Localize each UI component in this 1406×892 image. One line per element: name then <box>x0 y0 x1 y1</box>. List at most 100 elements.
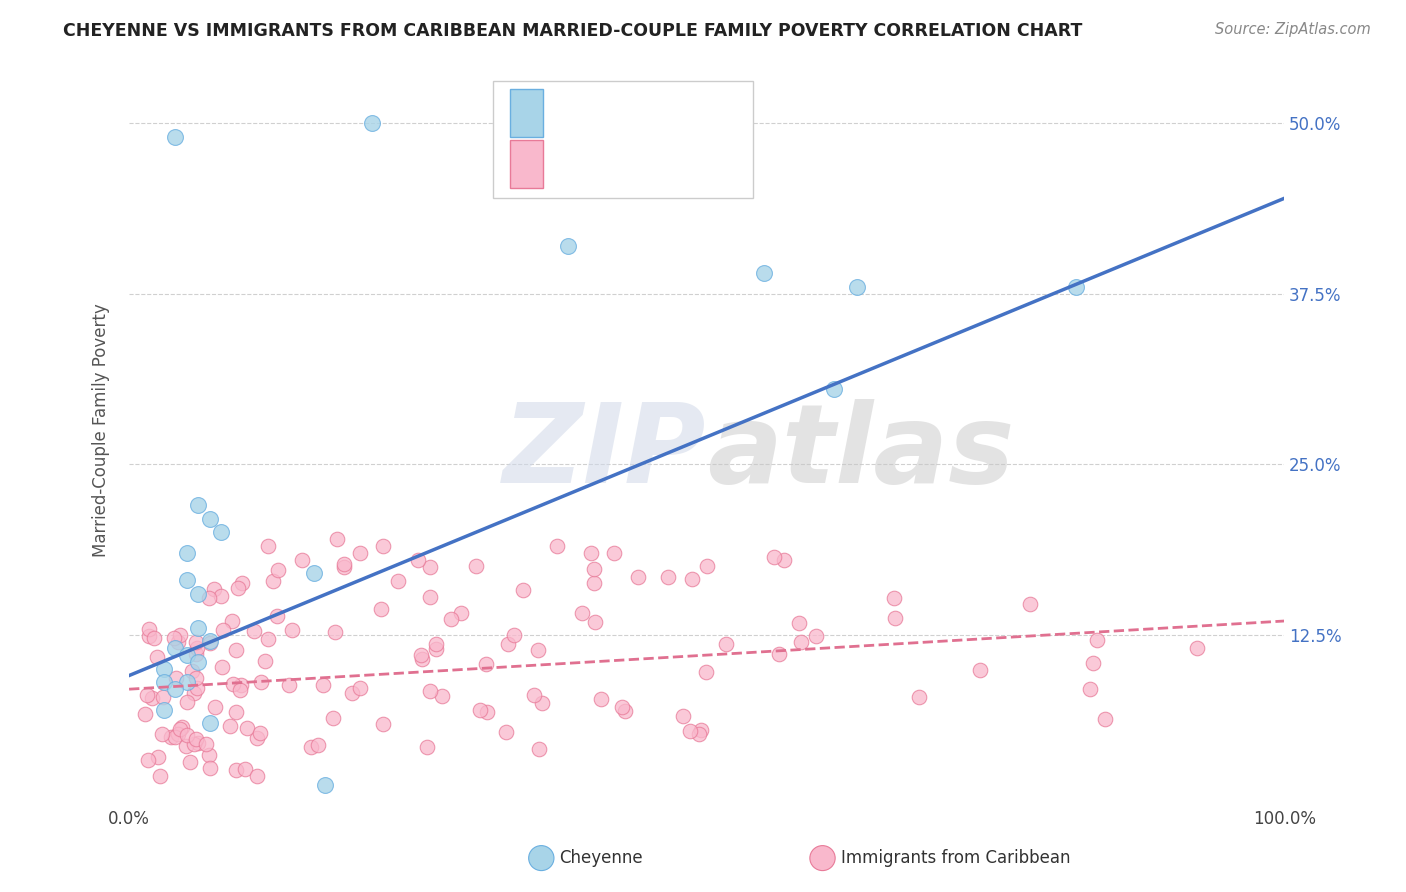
Point <box>546 539 568 553</box>
Point <box>187 736 209 750</box>
Point <box>603 546 626 560</box>
Point <box>169 722 191 736</box>
Point <box>579 546 602 560</box>
Point <box>256 539 278 553</box>
Point <box>527 742 550 756</box>
Point <box>253 654 276 668</box>
Point <box>198 761 221 775</box>
Point <box>307 738 329 752</box>
Point <box>583 615 606 629</box>
Point <box>176 728 198 742</box>
Point <box>464 559 486 574</box>
Point <box>763 549 786 564</box>
Point <box>527 643 550 657</box>
Point <box>690 723 713 737</box>
Point <box>225 705 247 719</box>
Point <box>1081 656 1104 670</box>
Point <box>845 280 868 294</box>
Point <box>425 642 447 657</box>
Point <box>198 634 221 648</box>
Point <box>229 682 252 697</box>
Point <box>695 665 717 680</box>
Point <box>1019 598 1042 612</box>
Point <box>349 681 371 696</box>
Text: R =: R = <box>554 103 591 122</box>
Point <box>332 559 354 574</box>
Point <box>184 635 207 649</box>
Text: Source: ZipAtlas.com: Source: ZipAtlas.com <box>1215 22 1371 37</box>
Point <box>243 624 266 638</box>
Point <box>531 696 554 710</box>
Point <box>138 622 160 636</box>
Point <box>246 768 269 782</box>
Point <box>425 637 447 651</box>
Point <box>250 675 273 690</box>
Point <box>174 739 197 753</box>
Point <box>672 709 695 723</box>
Point <box>198 636 221 650</box>
Point <box>571 606 593 620</box>
Point <box>370 602 392 616</box>
Point <box>211 659 233 673</box>
Point <box>512 582 534 597</box>
Point <box>406 552 429 566</box>
Point <box>610 700 633 714</box>
Point <box>411 651 433 665</box>
Text: Immigrants from Caribbean: Immigrants from Caribbean <box>841 849 1070 867</box>
Point <box>582 562 605 576</box>
Point <box>1185 641 1208 656</box>
Point <box>419 560 441 574</box>
Point <box>768 648 790 662</box>
Point <box>477 705 499 719</box>
Point <box>165 641 187 656</box>
Point <box>450 606 472 620</box>
Point <box>148 749 170 764</box>
Point <box>884 611 907 625</box>
Text: 146: 146 <box>675 155 710 173</box>
Point <box>430 689 453 703</box>
Point <box>360 116 382 130</box>
Point <box>195 737 218 751</box>
Point <box>165 730 187 744</box>
Point <box>165 682 187 697</box>
Point <box>496 637 519 651</box>
Text: N =: N = <box>647 155 683 173</box>
Point <box>291 552 314 566</box>
Y-axis label: Married-Couple Family Poverty: Married-Couple Family Poverty <box>93 303 110 557</box>
Point <box>183 737 205 751</box>
Point <box>591 691 613 706</box>
Point <box>883 591 905 606</box>
Text: 0.645: 0.645 <box>589 103 641 122</box>
Point <box>333 557 356 571</box>
Point <box>167 634 190 648</box>
Point <box>187 587 209 601</box>
Point <box>152 675 174 690</box>
Point <box>198 591 221 605</box>
Point <box>246 731 269 745</box>
Point <box>679 723 702 738</box>
Point <box>176 695 198 709</box>
Point <box>322 711 344 725</box>
Point <box>773 553 796 567</box>
Point <box>419 591 441 605</box>
Point <box>138 629 160 643</box>
Point <box>176 573 198 587</box>
Point <box>152 662 174 676</box>
Text: Cheyenne: Cheyenne <box>560 849 643 867</box>
Point <box>202 582 225 596</box>
Point <box>627 570 650 584</box>
Point <box>186 681 208 695</box>
Point <box>302 566 325 581</box>
Point <box>184 648 207 662</box>
Point <box>907 690 929 704</box>
Point <box>231 575 253 590</box>
Point <box>278 678 301 692</box>
Point <box>267 563 290 577</box>
Point <box>373 539 395 553</box>
Point <box>281 624 304 638</box>
Point <box>583 575 606 590</box>
Point <box>209 590 232 604</box>
Point <box>204 699 226 714</box>
Point <box>474 657 496 671</box>
Point <box>614 704 637 718</box>
